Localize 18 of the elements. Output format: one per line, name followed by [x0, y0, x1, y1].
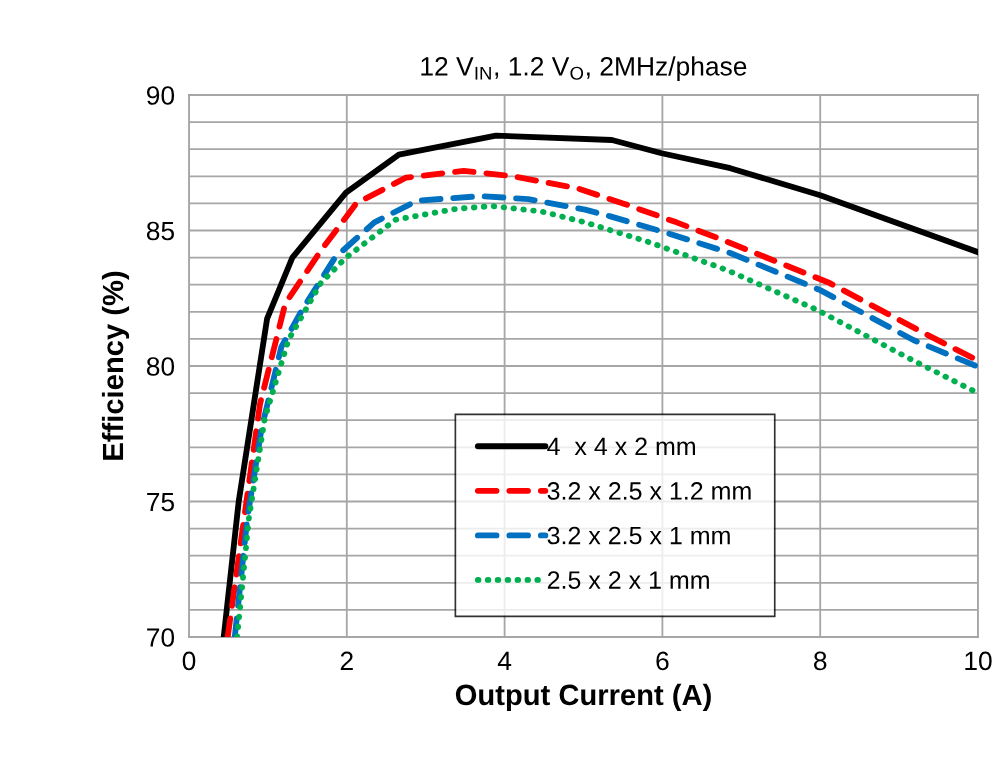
x-tick-label: 0: [182, 651, 196, 671]
y-tick-label: 85: [146, 221, 175, 241]
y-tick-label: 90: [147, 86, 175, 105]
chart-title: 12 V$_{IN}$, 1.2 V$_{O}$, 2MHz/phase: [421, 56, 747, 81]
legend-label: 2.5 x 2 x 1 mm: [547, 571, 709, 589]
x-axis-title: Output Current (A): [455, 683, 711, 712]
y-axis-title: Efficiency (%): [101, 271, 130, 460]
y-tick-label: 70: [147, 628, 175, 647]
y-tick-label: 80: [146, 357, 175, 376]
x-tick-label: 2: [340, 651, 353, 671]
x-tick-label: 10: [965, 651, 992, 671]
legend-label: 4 x 4 x 2 mm: [547, 437, 696, 456]
x-tick-label: 4: [497, 651, 512, 671]
legend-label: 3.2 x 2.5 x 1 mm: [547, 526, 730, 545]
legend-label: 3.2 x 2.5 x 1.2 mm: [547, 482, 751, 500]
x-tick-label: 8: [814, 651, 827, 671]
y-tick-label: 75: [147, 492, 175, 512]
x-tick-label: 6: [656, 651, 669, 671]
